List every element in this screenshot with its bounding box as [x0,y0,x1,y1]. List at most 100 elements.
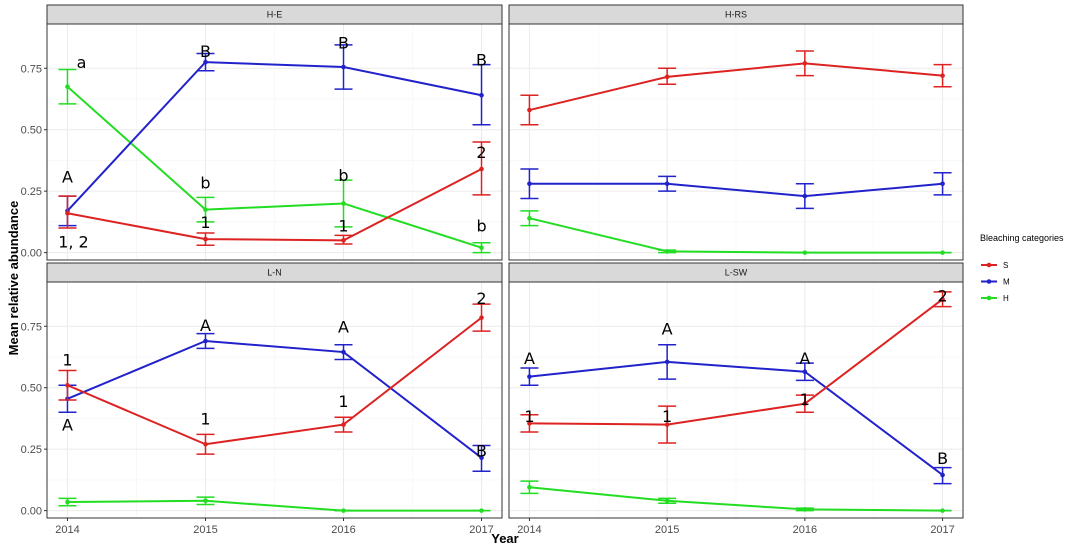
series-s [520,291,952,444]
data-point [940,508,945,513]
series-line-m [67,339,483,459]
facet-strip [46,262,503,283]
series-s [58,141,491,246]
y-tick-label: 0.50 [21,383,42,395]
data-point [664,181,670,187]
data-point [802,369,808,375]
data-point [802,507,808,512]
data-point [664,74,670,80]
panel-l-sw: L-SW 2014 2015 2016 2017 A 1 A 1 A 1 2 B [508,262,964,536]
y-tick-label: 0.75 [21,63,42,75]
panel-l-n: L-N 0.00 0.25 0.50 0.75 2014 2015 2016 2017 1 A A 1 A… [21,262,503,536]
x-tick-label: 2016 [793,524,817,536]
series-h [58,496,491,513]
data-point [940,472,945,478]
legend-item-m: M [981,278,1010,287]
significance-label: B [338,33,349,52]
facet-strip [46,4,503,25]
series-line-s [67,168,482,242]
data-point [940,181,945,187]
data-point [940,296,945,302]
series-m [58,44,491,227]
data-point [802,250,808,255]
data-point [203,498,208,504]
legend-label: S [1003,261,1008,270]
data-point [203,441,208,447]
data-point [479,92,484,98]
significance-label: B [200,42,211,61]
legend-key-point [986,279,992,284]
significance-label: 2 [937,287,947,306]
legend-key-point [986,262,992,268]
significance-label: A [62,416,73,435]
data-point [65,499,70,505]
series-line-m [529,182,943,198]
data-point [341,349,346,355]
legend-label: M [1003,278,1010,287]
x-tick-label: 2014 [55,524,79,536]
series-line-s [529,62,943,112]
data-point [203,59,208,65]
x-tick-label: 2015 [655,524,679,536]
series-s [520,50,952,126]
significance-label: A [662,320,673,339]
significance-label: a [77,53,87,72]
significance-label: b [200,174,210,193]
x-tick-label: 2015 [193,524,217,536]
facet-strip [508,262,964,283]
significance-label: b [338,166,348,185]
significance-label: B [476,441,487,460]
facet-strip-label: H-RS [725,10,747,20]
y-tick-label: 0.50 [21,125,42,137]
legend-title: Bleaching categories [980,233,1064,243]
x-tick-label: 2017 [930,524,954,536]
data-point [940,73,945,78]
series-h [520,210,952,255]
data-point [65,210,70,216]
data-point [664,359,670,365]
data-point [664,249,670,254]
series-line-s [67,316,483,446]
series-line-s [529,298,944,426]
data-point [802,193,808,199]
legend-item-h: H [981,294,1009,303]
legend-item-s: S [981,261,1008,270]
y-axis-title: Mean relative abundance [6,201,21,356]
data-point [341,238,346,243]
data-point [527,421,532,426]
data-point [479,166,484,172]
data-point [664,498,670,504]
data-point [479,315,484,320]
data-point [341,422,346,427]
data-point [203,236,208,242]
legend: Bleaching categories SMH [980,233,1064,303]
data-point [802,401,808,406]
facet-strip [508,4,964,25]
significance-label: 1 [662,407,672,426]
data-point [341,64,346,70]
series-h [520,480,952,513]
data-point [527,374,532,379]
significance-label: A [62,167,73,186]
data-point [479,508,484,513]
data-point [203,338,208,344]
significance-label: 2 [476,143,486,162]
series-line-h [66,85,482,249]
data-point [527,181,532,187]
facet-strip-label: L-SW [725,268,748,278]
series-line-m [529,360,944,476]
data-point [664,422,670,427]
significance-label: 1 [524,407,534,426]
facet-strip-label: H-E [267,10,283,20]
significance-label: 1 [338,392,348,411]
y-tick-label: 0.00 [21,506,42,518]
legend-label: H [1003,294,1009,303]
data-point [527,484,532,490]
x-tick-label: 2016 [331,524,355,536]
significance-label: A [524,349,535,368]
significance-label: 2 [476,289,486,308]
series-m [520,168,952,210]
significance-label: 1 [62,350,72,369]
data-point [65,382,70,388]
